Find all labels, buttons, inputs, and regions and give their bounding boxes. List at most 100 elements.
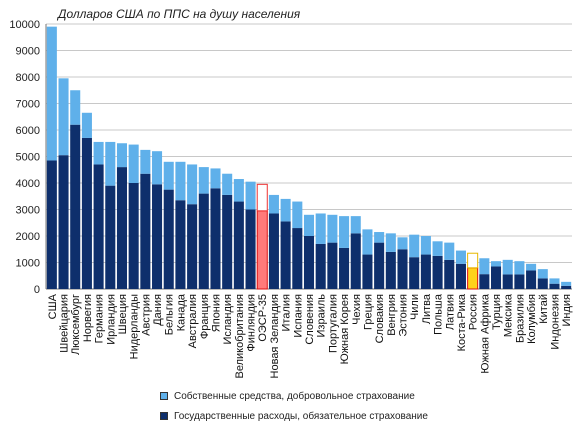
bar-segment-own: [479, 258, 490, 275]
x-tick-label: Исландия: [222, 294, 234, 345]
bar-segment-state: [198, 193, 209, 289]
bar-segment-own: [210, 168, 221, 189]
bar-segment-state: [128, 183, 139, 289]
x-tick-label: Эстония: [398, 294, 410, 337]
bar-segment-state: [70, 124, 81, 289]
legend-label-state: Государственные расходы, обязательное ст…: [174, 410, 428, 422]
x-tick-label: Новая Зеландия: [269, 294, 281, 378]
bar-segment-state: [315, 243, 326, 289]
x-tick-label: Швейцария: [59, 294, 71, 353]
bar-segment-state: [268, 213, 279, 289]
x-tick-label: Чили: [409, 294, 421, 320]
x-tick-label: Австралия: [187, 294, 199, 348]
bar-segment-state: [222, 194, 233, 289]
bar-segment-own: [198, 167, 209, 194]
legend-item-own: Собственные средства, добровольное страх…: [160, 386, 428, 406]
x-tick-label: Австрия: [140, 294, 152, 336]
x-tick-label: Испания: [292, 294, 304, 338]
legend: Собственные средства, добровольное страх…: [160, 386, 428, 426]
x-tick-label: Мексика: [503, 293, 515, 337]
bars-group: [46, 26, 572, 290]
bar-segment-state: [526, 270, 537, 289]
x-tick-label: Коста-Рика: [456, 293, 468, 351]
bar-segment-own: [280, 198, 291, 222]
y-tick-label: 10000: [9, 19, 40, 31]
x-tick-label: Нидерланды: [129, 294, 141, 359]
bar-segment-state: [93, 164, 104, 289]
bar-segment-state: [350, 233, 361, 289]
bar-segment-own: [128, 144, 139, 183]
x-tick-label: Венгрия: [386, 294, 398, 336]
x-tick-label: Китай: [538, 294, 550, 324]
y-tick-label: 3000: [16, 205, 40, 217]
x-tick-label: Турция: [491, 294, 503, 330]
bar-segment-state: [327, 242, 338, 289]
bar-segment-state: [163, 189, 174, 289]
bar-segment-own: [420, 236, 431, 255]
bar-segment-state: [105, 185, 116, 289]
x-tick-label: Греция: [362, 294, 374, 330]
bar-segment-own: [526, 263, 537, 271]
bar-segment-own: [152, 151, 163, 185]
bar-segment-state: [140, 173, 151, 289]
x-tick-label: Дания: [152, 294, 164, 326]
bar-segment-state: [397, 249, 408, 289]
bar-segment-own: [350, 216, 361, 234]
bar-segment-state: [116, 167, 128, 289]
bar-segment-own: [315, 213, 326, 244]
bar-segment-own: [362, 229, 373, 255]
bar-segment-own: [58, 78, 69, 156]
bar-segment-own: [116, 143, 128, 168]
x-tick-label: Индия: [561, 294, 573, 327]
bar-segment-state: [467, 267, 479, 290]
bar-segment-state: [490, 266, 502, 289]
bar-segment-state: [374, 242, 385, 289]
bar-segment-state: [420, 254, 431, 289]
x-tick-label: Швеция: [117, 294, 129, 334]
bar-segment-state: [409, 257, 420, 289]
bar-segment-own: [222, 173, 233, 195]
bar-segment-own: [105, 141, 116, 186]
bar-segment-own: [256, 183, 268, 212]
bar-segment-own: [444, 242, 455, 260]
x-tick-label: Южная Африка: [479, 293, 491, 374]
bar-segment-state: [233, 201, 244, 289]
x-tick-label: Норвегия: [82, 294, 94, 342]
x-tick-label: США: [47, 293, 59, 319]
x-tick-label: Бразилия: [514, 294, 526, 343]
bar-segment-state: [549, 283, 560, 289]
bar-segment-own: [432, 241, 443, 256]
bar-segment-own: [455, 250, 466, 264]
bar-segment-own: [268, 194, 279, 214]
x-tick-label: Финляндия: [246, 294, 258, 352]
x-tick-label: Япония: [210, 294, 222, 332]
y-tick-label: 6000: [16, 125, 40, 137]
bar-segment-state: [303, 236, 315, 289]
bar-segment-own: [327, 214, 338, 243]
bar-segment-state: [58, 155, 69, 289]
bar-segment-state: [455, 263, 466, 289]
bar-segment-state: [362, 254, 373, 289]
bar-segment-state: [502, 274, 513, 289]
bar-segment-state: [280, 221, 291, 289]
x-tick-label: Россия: [468, 294, 480, 330]
bar-segment-own: [140, 149, 151, 174]
bar-segment-state: [256, 210, 268, 290]
bar-segment-state: [514, 274, 525, 289]
x-tick-label: Словения: [304, 294, 316, 345]
x-axis: США Швейцария Люксембург Норвегия Германия Ир…: [47, 293, 573, 378]
x-tick-label: Индонезия: [549, 294, 561, 350]
x-tick-label: Литва: [421, 293, 433, 324]
x-tick-label: Германия: [94, 294, 106, 343]
bar-segment-own: [175, 161, 186, 201]
x-tick-label: Латвия: [444, 294, 456, 330]
bar-segment-state: [245, 209, 256, 289]
bar-segment-own: [490, 261, 502, 267]
bar-segment-state: [46, 160, 57, 289]
bar-segment-state: [152, 184, 163, 289]
bar-segment-state: [444, 259, 455, 289]
x-tick-label: Великобритания: [234, 294, 246, 379]
bar-segment-own: [514, 261, 525, 275]
bar-segment-own: [187, 164, 198, 205]
